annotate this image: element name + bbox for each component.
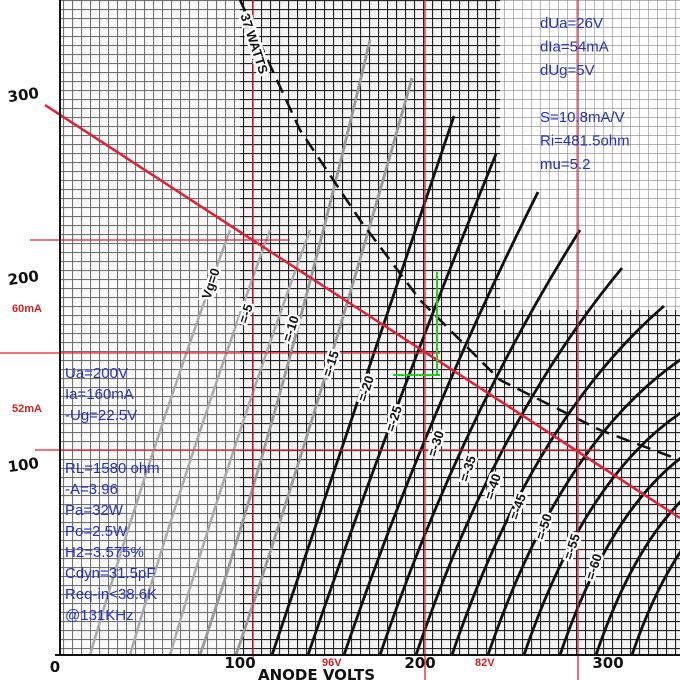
annotation: dUa=26V [540,15,603,32]
annotation: RL=1580 ohm [65,460,160,477]
anode-curve [414,267,624,656]
anode-curve [234,77,414,656]
annotation: Pa=32W [65,502,124,519]
anode-curve [168,229,312,656]
x-tick-label: 200 [404,654,435,672]
load-line [44,103,680,520]
anode-curve [342,191,540,656]
anode-curve [128,229,272,656]
y-tick-label: 100 [7,454,41,476]
x-tick-label: 0 [50,658,60,676]
y-tick-label: 300 [7,84,41,106]
anode-curve [522,411,680,656]
x-tick-label: 300 [592,654,623,672]
anode-curve [594,500,680,656]
x-title-bg [252,663,382,680]
green-triangle [393,272,440,376]
anode-curve [270,115,456,656]
annotation: dUg=5V [540,62,595,79]
y-tick-label: 200 [7,267,41,289]
anode-curve [88,229,232,656]
dissipation-curve [238,0,680,462]
annotation: Po=2.5W [65,523,128,540]
anode-curve [630,550,680,656]
red-label: 60mA [12,303,42,315]
red-label: 82V [475,657,495,669]
anode-curve [558,456,680,656]
anode-curve [198,39,372,656]
annotation: Ia=160mA [65,386,134,403]
annotation: -Ug=22.5V [65,407,137,424]
annotation: Cdyn=31.5pF [65,565,155,582]
anode-curve [378,229,582,656]
annotation: @131KHz [65,607,134,624]
annotation: Ua=200V [65,365,128,382]
x-tick-label: 100 [224,654,255,672]
anode-curve [486,358,680,656]
annotation: Ri=481.5ohm [540,133,630,150]
red-label: 96V [322,657,342,669]
anode-curve [306,153,498,656]
anode-curves [88,39,680,656]
annotation: H2=3.575% [65,544,144,561]
annotation: S=10.8mA/V [540,109,625,126]
red-guides [0,0,600,680]
red-label: 52mA [12,403,42,415]
annotation: Req-in<38.6K [65,586,157,603]
graph-paper-faded [60,0,240,655]
annotation: mu=5.2 [540,156,590,173]
labels: Vg=0=-5=-10=-15=-20=-25=-30=-35=-40=-45=… [7,9,630,676]
annotation: dIa=54mA [540,39,609,56]
annotation: -A=3.96 [65,481,118,498]
graph-paper-light [500,0,680,310]
x-title: ANODE VOLTS [258,666,375,680]
